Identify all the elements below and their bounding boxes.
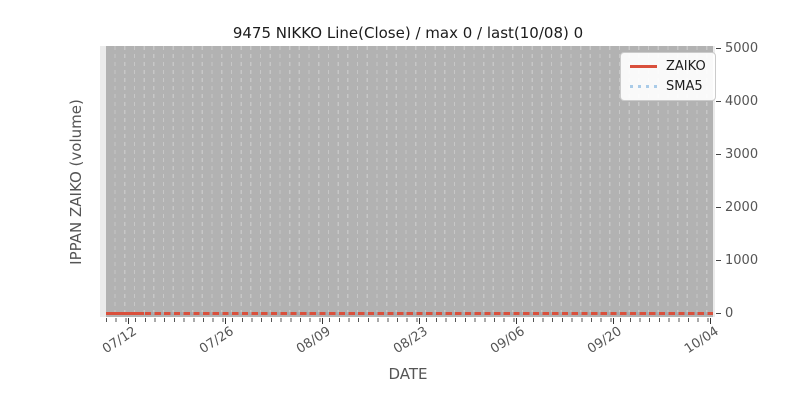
gridlines-band: [106, 46, 713, 317]
x-tick-label: 09/20: [584, 324, 625, 357]
x-tick-mark: [419, 318, 421, 324]
sma5-dotted-swatch-icon: [630, 85, 657, 88]
y-axis-title: IPPAN ZAIKO (volume): [67, 99, 85, 265]
legend-item-zaiko: ZAIKO: [630, 60, 706, 73]
zaiko-series-line: [106, 312, 713, 315]
y-tick-mark: [716, 100, 721, 102]
y-tick-label: 4000: [725, 94, 759, 109]
x-axis-minor-ticks: [106, 318, 713, 322]
y-tick-label: 2000: [725, 200, 759, 215]
y-tick-mark: [716, 153, 721, 155]
x-tick-mark: [710, 318, 712, 324]
y-tick-label: 0: [725, 306, 734, 321]
x-tick-mark: [225, 318, 227, 324]
x-tick-label: 08/09: [293, 324, 334, 357]
y-tick-label: 3000: [725, 147, 759, 162]
legend-label: SMA5: [666, 79, 703, 94]
x-tick-label: 09/06: [487, 324, 528, 357]
x-tick-label: 07/12: [99, 324, 140, 357]
x-tick-label: 07/26: [196, 324, 237, 357]
chart-title: 9475 NIKKO Line(Close) / max 0 / last(10…: [232, 24, 584, 42]
x-tick-mark: [516, 318, 518, 324]
x-tick-mark: [613, 318, 615, 324]
x-tick-mark: [128, 318, 130, 324]
legend-label: ZAIKO: [666, 59, 706, 74]
y-tick-mark: [716, 47, 721, 49]
x-tick-label: 10/04: [681, 324, 722, 357]
y-tick-mark: [716, 312, 721, 314]
legend: ZAIKO SMA5: [620, 52, 716, 101]
x-tick-label: 08/23: [390, 324, 431, 357]
y-tick-label: 5000: [725, 41, 759, 56]
y-tick-mark: [716, 259, 721, 261]
plot-area: [100, 46, 715, 317]
x-axis-title: DATE: [388, 365, 428, 383]
y-tick-label: 1000: [725, 253, 759, 268]
y-tick-mark: [716, 206, 721, 208]
legend-item-sma5: SMA5: [630, 80, 706, 93]
x-tick-mark: [322, 318, 324, 324]
zaiko-line-swatch-icon: [630, 65, 657, 68]
